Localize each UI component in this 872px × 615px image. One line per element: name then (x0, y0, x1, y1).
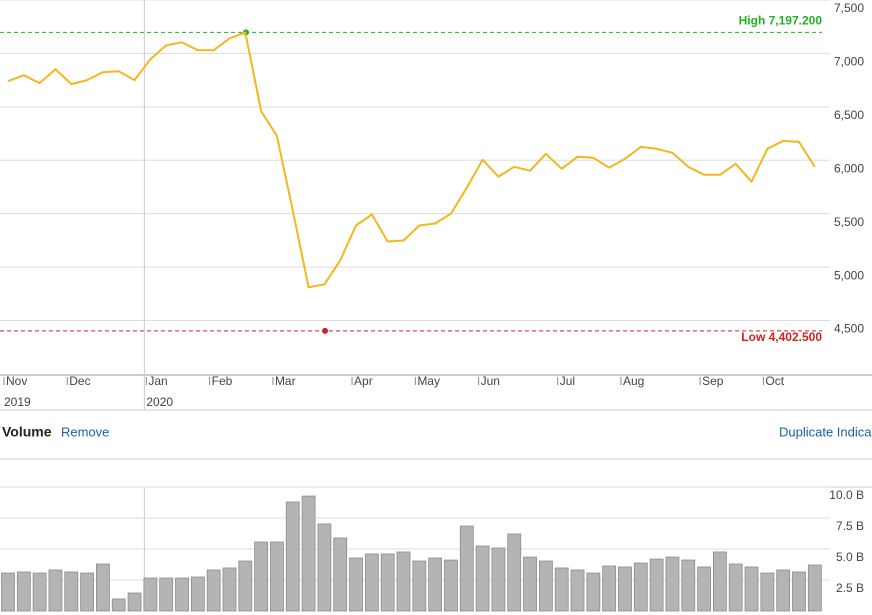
volume-bar (48, 569, 63, 612)
volume-bar (80, 572, 94, 612)
volume-bar (728, 563, 743, 612)
volume-bar (143, 577, 158, 612)
x-tick-label: Oct (765, 374, 784, 388)
volume-bar (396, 551, 411, 612)
volume-bar (238, 560, 253, 612)
volume-bar (190, 576, 205, 612)
volume-bar (618, 566, 632, 612)
volume-bar (475, 545, 490, 612)
volume-bar (159, 577, 174, 612)
x-tick-label: Jul (560, 374, 575, 388)
volume-bar (32, 572, 47, 612)
y-tick-label: 10.0 B (829, 488, 864, 502)
volume-bar (206, 569, 221, 612)
volume-bar (713, 551, 727, 612)
low-label: Low 4,402.500 (741, 330, 822, 344)
volume-bar (364, 553, 379, 612)
volume-bar (317, 523, 332, 612)
volume-bar (507, 533, 522, 612)
volume-bar (222, 567, 237, 612)
x-tick-label: Sep (702, 374, 724, 388)
volume-bar (175, 577, 189, 612)
volume-bar (681, 559, 696, 612)
volume-bar (254, 541, 269, 612)
y-tick-label: 5.0 B (836, 550, 864, 564)
y-tick-label: 7.5 B (836, 519, 864, 533)
x-tick-label: Feb (212, 374, 233, 388)
volume-bar (776, 569, 791, 612)
volume-bar (285, 501, 300, 612)
y-tick-label: 6,000 (834, 161, 864, 175)
year-label: 2020 (146, 395, 173, 409)
y-tick-label: 5,500 (834, 215, 864, 229)
volume-bar (744, 566, 759, 612)
volume-bar (570, 569, 585, 612)
volume-bar (111, 598, 126, 612)
volume-bar (1, 572, 15, 612)
volume-bar (380, 553, 395, 612)
y-tick-label: 7,500 (834, 1, 864, 15)
volume-bar (444, 559, 458, 612)
volume-bar (333, 537, 348, 612)
volume-bar (301, 495, 316, 612)
volume-bar (412, 560, 427, 612)
volume-bar (428, 557, 443, 612)
volume-bar (538, 560, 553, 612)
volume-bar (760, 572, 775, 612)
x-tick-label: Dec (69, 374, 90, 388)
volume-bar (792, 571, 806, 612)
x-tick-label: May (417, 374, 440, 388)
x-tick-label: Jun (481, 374, 500, 388)
remove-link[interactable]: Remove (61, 424, 109, 439)
volume-bar (491, 547, 506, 612)
y-tick-label: 5,000 (834, 268, 864, 282)
volume-bar (523, 556, 537, 612)
volume-bar (807, 564, 822, 612)
volume-bar (633, 562, 648, 612)
y-tick-label: 4,500 (834, 322, 864, 336)
volume-title: Volume (2, 424, 52, 440)
price-line (7, 31, 816, 289)
x-tick-label: Apr (354, 374, 373, 388)
x-tick-label: Nov (6, 374, 27, 388)
y-tick-label: 6,500 (834, 108, 864, 122)
volume-bar (649, 558, 664, 612)
volume-bar (127, 592, 142, 612)
volume-bar (270, 541, 284, 612)
high-label: High 7,197.200 (739, 14, 823, 28)
volume-bar (459, 525, 474, 612)
volume-bar (602, 565, 617, 612)
low-dot (322, 327, 328, 334)
y-tick-label: 7,000 (834, 55, 864, 69)
duplicate-link[interactable]: Duplicate Indicator (779, 424, 872, 439)
volume-bar (554, 567, 569, 612)
y-tick-label: 2.5 B (836, 581, 864, 595)
volume-bar (64, 571, 79, 612)
volume-bar (697, 566, 711, 612)
volume-bar (665, 556, 680, 612)
volume-bar (586, 572, 601, 612)
volume-bar (349, 557, 363, 612)
x-tick-label: Jan (148, 374, 167, 388)
year-label: 2019 (4, 395, 31, 409)
volume-bar (16, 571, 31, 612)
x-tick-label: Aug (623, 374, 644, 388)
volume-bar (96, 563, 110, 612)
x-tick-label: Mar (275, 374, 296, 388)
